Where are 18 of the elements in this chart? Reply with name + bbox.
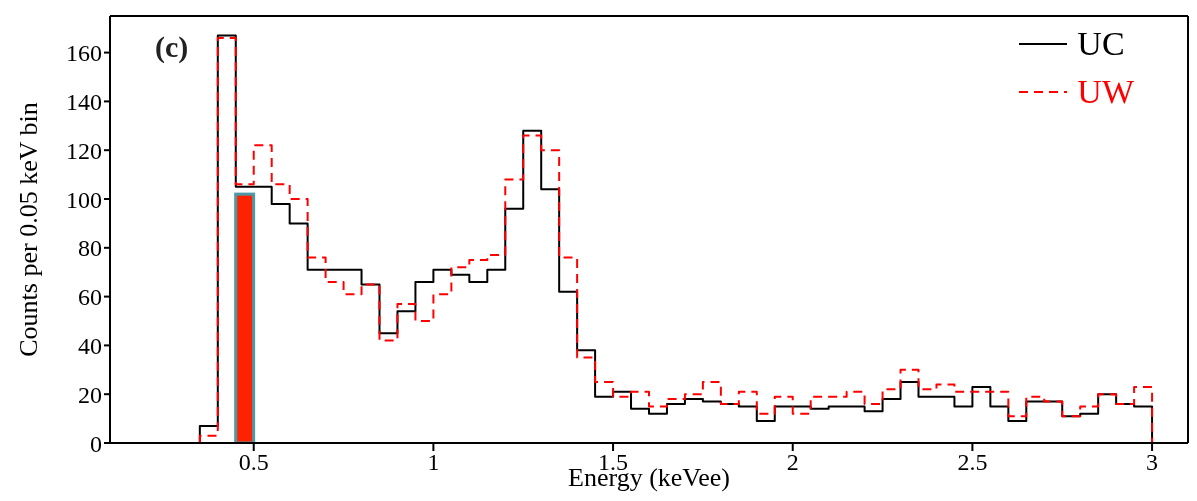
x-tick-label: 2.5 [957,449,988,476]
x-tick-label: 0.5 [238,449,269,476]
annotation: (c) [155,30,189,64]
y-tick-label: 120 [66,137,102,164]
y-tick-label: 60 [78,284,102,311]
x-tick-label: 3 [1146,449,1159,476]
y-tick-label: 140 [66,88,102,115]
x-tick-label: 2 [786,449,799,476]
y-axis-title: Counts per 0.05 keV bin [14,102,44,357]
y-tick-label: 20 [78,381,102,408]
y-tick-label: 80 [78,235,102,262]
y-tick-label: 0 [90,430,102,457]
x-tick-label: 1 [427,449,440,476]
legend-label: UW [1077,73,1134,111]
legend-label: UC [1077,25,1125,63]
y-tick-label: 40 [78,332,102,359]
y-tick-label: 160 [66,40,102,67]
y-tick-label: 100 [66,186,102,213]
